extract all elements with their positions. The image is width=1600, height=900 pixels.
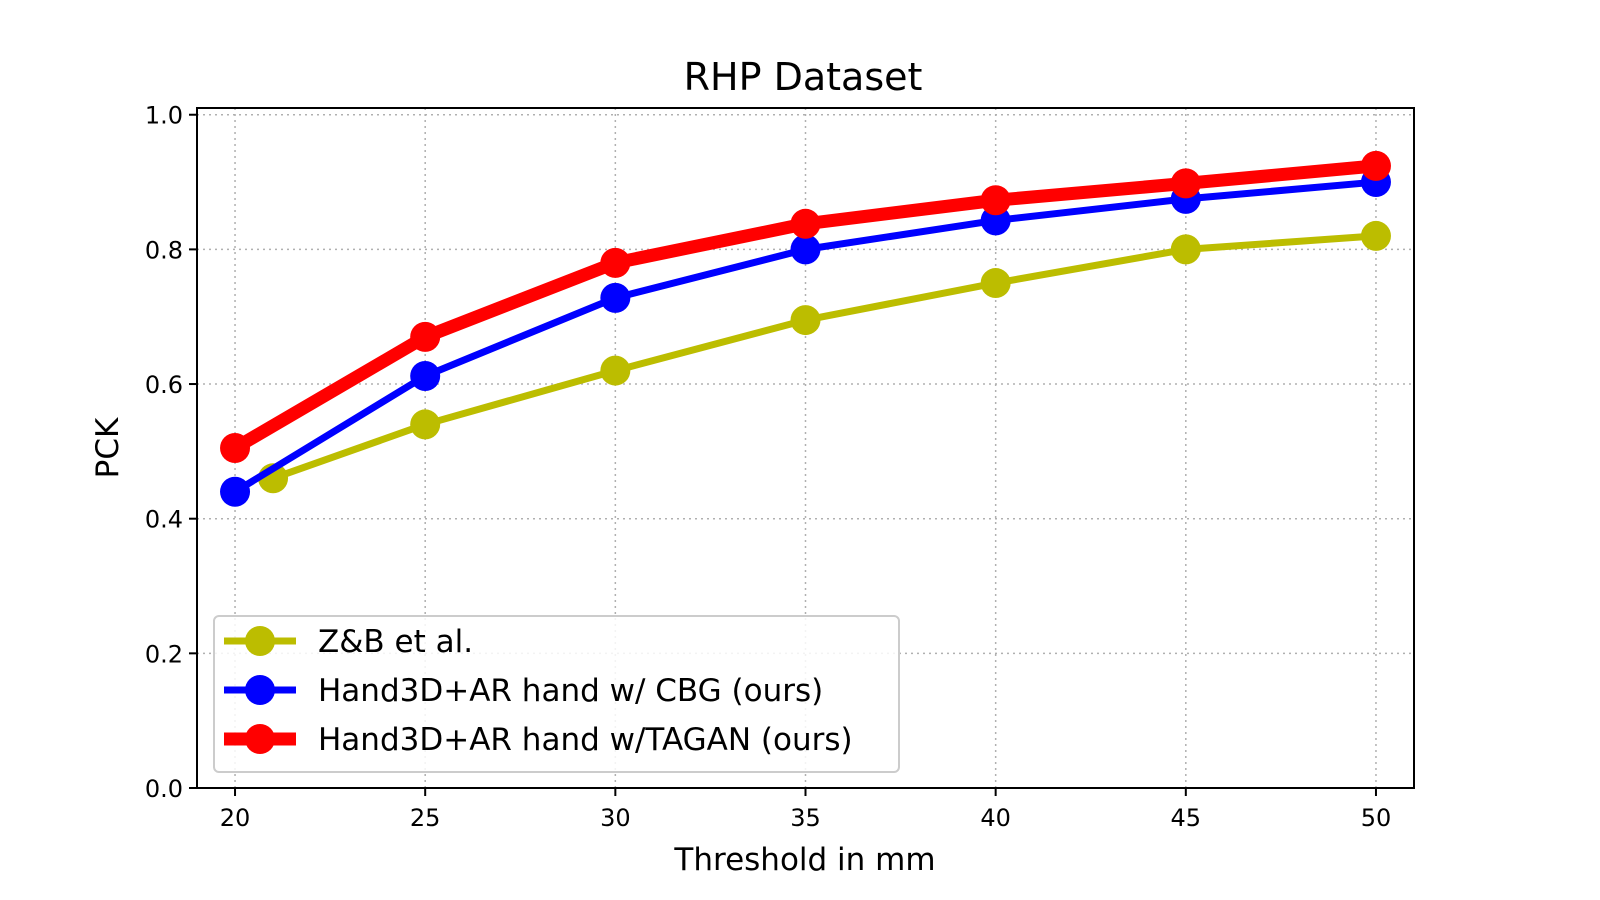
data-point: [410, 360, 441, 391]
y-tick-label: 0.8: [145, 236, 183, 264]
y-tick-label: 0.2: [145, 640, 183, 668]
x-tick-label: 45: [1171, 804, 1202, 832]
legend-item: Z&B et al.: [224, 624, 473, 660]
legend-marker: [245, 626, 275, 656]
legend-label: Z&B et al.: [318, 624, 473, 660]
series-1: [258, 220, 1391, 494]
ticks: 20 25 30 35 40 45 50 0.0 0.2 0.4 0.6 0.8 1.0: [145, 102, 1391, 832]
legend: Z&B et al. Hand3D+AR hand w/ CBG (ours) Ha…: [213, 615, 900, 773]
x-tick-label: 25: [410, 804, 441, 832]
y-tick-label: 0.6: [145, 371, 183, 399]
x-tick-label: 40: [980, 804, 1011, 832]
data-point: [1170, 234, 1201, 265]
y-tick-label: 0.4: [145, 506, 183, 534]
legend-marker: [245, 724, 275, 754]
y-axis-label: PCK: [90, 417, 126, 478]
data-point: [790, 234, 821, 265]
data-point: [600, 282, 631, 313]
data-point: [980, 268, 1011, 299]
legend-item: Hand3D+AR hand w/ CBG (ours): [224, 673, 823, 709]
y-tick-label: 1.0: [145, 102, 183, 130]
data-point: [980, 185, 1011, 216]
data-point: [410, 321, 441, 352]
x-tick-label: 50: [1361, 804, 1392, 832]
data-point: [220, 433, 251, 463]
series-line: [269, 232, 1380, 482]
series-3: [220, 150, 1391, 463]
x-axis-label: Threshold in mm: [673, 842, 935, 878]
data-point: [1170, 168, 1201, 199]
data-point: [790, 305, 821, 336]
data-point: [1360, 220, 1391, 251]
chart-title: RHP Dataset: [684, 55, 923, 99]
x-tick-label: 20: [220, 804, 251, 832]
series-layer: [220, 150, 1391, 507]
data-point: [790, 208, 821, 239]
legend-item: Hand3D+AR hand w/TAGAN (ours): [224, 722, 853, 758]
legend-label: Hand3D+AR hand w/TAGAN (ours): [318, 722, 853, 758]
x-tick-label: 30: [600, 804, 631, 832]
data-point: [600, 247, 631, 278]
data-point: [410, 409, 441, 440]
data-point: [1360, 150, 1391, 181]
legend-label: Hand3D+AR hand w/ CBG (ours): [318, 673, 823, 709]
data-point: [600, 355, 631, 386]
data-point: [220, 476, 251, 507]
legend-marker: [245, 675, 275, 705]
legend-box: [213, 615, 900, 773]
x-tick-label: 35: [790, 804, 821, 832]
y-tick-label: 0.0: [145, 775, 183, 803]
